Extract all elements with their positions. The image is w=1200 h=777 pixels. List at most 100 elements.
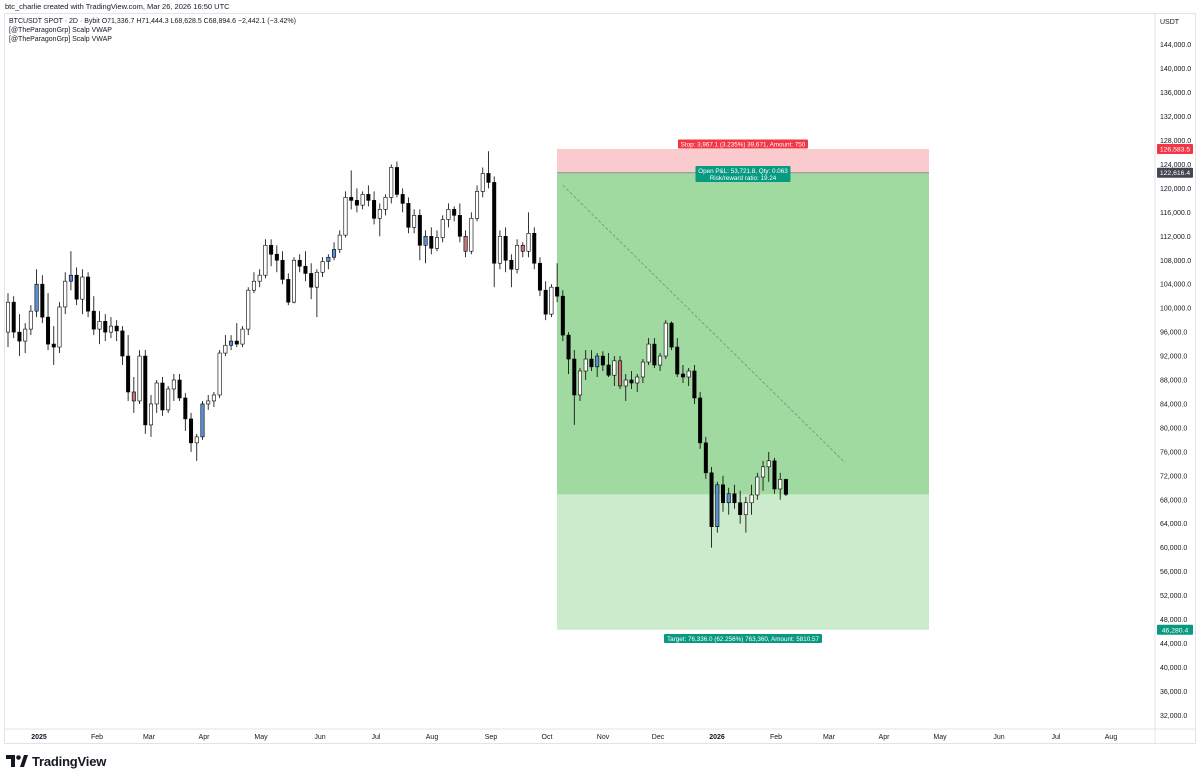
target-zone[interactable] xyxy=(557,494,929,630)
candle[interactable] xyxy=(360,191,365,210)
candle[interactable] xyxy=(160,377,165,416)
candle[interactable] xyxy=(189,412,194,452)
open-profit-zone[interactable] xyxy=(557,172,929,495)
candle[interactable] xyxy=(143,350,148,434)
candle[interactable] xyxy=(297,254,302,273)
candle[interactable] xyxy=(269,239,274,267)
candle[interactable] xyxy=(555,263,560,303)
candle[interactable] xyxy=(480,167,485,198)
candle[interactable] xyxy=(251,272,256,294)
candle[interactable] xyxy=(23,323,28,354)
candle[interactable] xyxy=(635,374,640,392)
candle[interactable] xyxy=(349,170,354,210)
candle[interactable] xyxy=(600,351,605,372)
candle[interactable] xyxy=(429,227,434,255)
candle[interactable] xyxy=(91,296,96,336)
candle[interactable] xyxy=(240,326,245,348)
candle[interactable] xyxy=(629,371,634,389)
candle[interactable] xyxy=(86,272,91,318)
candle[interactable] xyxy=(440,215,445,243)
candle[interactable] xyxy=(97,311,102,345)
candle[interactable] xyxy=(246,287,251,336)
candle[interactable] xyxy=(6,293,11,348)
candle[interactable] xyxy=(257,269,262,288)
candle[interactable] xyxy=(314,269,319,318)
candle[interactable] xyxy=(200,400,205,440)
candle[interactable] xyxy=(40,275,45,324)
candle[interactable] xyxy=(532,227,537,270)
candle[interactable] xyxy=(572,350,577,425)
candle[interactable] xyxy=(526,212,531,258)
candle[interactable] xyxy=(669,321,674,351)
candle[interactable] xyxy=(46,293,51,351)
candle[interactable] xyxy=(486,151,491,189)
candle[interactable] xyxy=(137,350,142,404)
candle[interactable] xyxy=(183,393,188,431)
candle[interactable] xyxy=(606,353,611,378)
target-label[interactable]: Target: 76,336.0 (62.256%) 763,360, Amou… xyxy=(664,634,822,643)
candle[interactable] xyxy=(320,257,325,278)
candle[interactable] xyxy=(154,380,159,413)
candle[interactable] xyxy=(120,326,125,366)
candle[interactable] xyxy=(509,254,514,288)
candle[interactable] xyxy=(560,290,565,342)
candle[interactable] xyxy=(583,350,588,380)
candle[interactable] xyxy=(623,374,628,401)
candle[interactable] xyxy=(452,206,457,222)
candle[interactable] xyxy=(778,472,783,500)
candle[interactable] xyxy=(549,284,554,318)
candle[interactable] xyxy=(423,230,428,264)
candle[interactable] xyxy=(217,350,222,398)
candle[interactable] xyxy=(171,374,176,401)
candle[interactable] xyxy=(229,335,234,351)
candle[interactable] xyxy=(755,472,760,500)
candle[interactable] xyxy=(211,391,216,407)
candle[interactable] xyxy=(114,320,119,342)
candle[interactable] xyxy=(646,338,651,366)
candle[interactable] xyxy=(280,251,285,285)
candle[interactable] xyxy=(543,281,548,321)
candle[interactable] xyxy=(640,359,645,383)
candle[interactable] xyxy=(434,230,439,252)
open-pl-label[interactable]: Open P&L: 53,721.8, Qty: 0.063Risk/rewar… xyxy=(695,166,791,182)
candle[interactable] xyxy=(577,368,582,401)
candle[interactable] xyxy=(11,296,16,339)
candle[interactable] xyxy=(612,356,617,386)
candle[interactable] xyxy=(457,203,462,243)
indicator-vwap-2[interactable]: [@TheParagonGrp] Scalp VWAP xyxy=(9,36,112,43)
candle[interactable] xyxy=(57,302,62,354)
candle[interactable] xyxy=(74,267,79,306)
candle[interactable] xyxy=(692,365,697,404)
candle[interactable] xyxy=(131,377,136,413)
candle[interactable] xyxy=(366,185,371,207)
candle[interactable] xyxy=(332,242,337,261)
candle[interactable] xyxy=(286,273,291,306)
candle[interactable] xyxy=(537,257,542,297)
candle[interactable] xyxy=(326,254,331,270)
candle[interactable] xyxy=(738,490,743,524)
dashed-trendline[interactable] xyxy=(562,185,846,463)
candle[interactable] xyxy=(309,263,314,300)
candle[interactable] xyxy=(783,478,788,497)
candle[interactable] xyxy=(749,484,754,515)
candle[interactable] xyxy=(766,451,771,482)
candle[interactable] xyxy=(463,230,468,258)
candle[interactable] xyxy=(337,230,342,254)
candle[interactable] xyxy=(394,161,399,198)
candle[interactable] xyxy=(354,188,359,213)
candle[interactable] xyxy=(177,374,182,401)
candle[interactable] xyxy=(680,365,685,383)
candle[interactable] xyxy=(709,466,714,548)
candle[interactable] xyxy=(149,394,154,437)
candle[interactable] xyxy=(343,191,348,238)
candle[interactable] xyxy=(377,203,382,237)
candle[interactable] xyxy=(652,338,657,369)
candle[interactable] xyxy=(589,350,594,372)
candle[interactable] xyxy=(166,385,171,413)
candle[interactable] xyxy=(658,353,663,372)
candle[interactable] xyxy=(274,245,279,273)
candle[interactable] xyxy=(566,332,571,375)
candle[interactable] xyxy=(703,436,708,479)
candle[interactable] xyxy=(520,242,525,258)
